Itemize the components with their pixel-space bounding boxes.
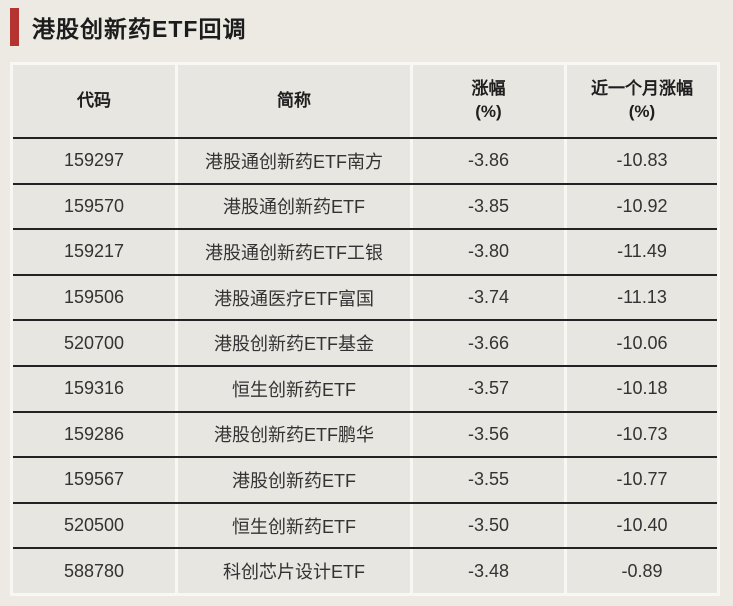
page-title: 港股创新药ETF回调: [32, 16, 247, 42]
column-header-change: 涨幅 (%): [413, 65, 564, 137]
cell-code: 159286: [13, 412, 175, 457]
table-row: 159217 港股通创新药ETF工银 -3.80 -11.49: [13, 230, 717, 276]
cell-month-change-pct: -10.06: [567, 321, 717, 365]
cell-change-pct: -3.86: [413, 139, 564, 183]
cell-name: 科创芯片设计ETF: [178, 549, 410, 593]
cell-code: 159567: [13, 458, 175, 502]
table-row: 159297 港股通创新药ETF南方 -3.86 -10.83: [13, 139, 717, 185]
cell-change-pct: -3.57: [413, 366, 564, 411]
cell-month-change-pct: -10.77: [567, 458, 717, 502]
cell-month-change-pct: -11.13: [567, 275, 717, 320]
cell-name: 港股通创新药ETF南方: [178, 139, 410, 183]
cell-month-change-pct: -0.89: [567, 549, 717, 593]
title-accent-bar: [10, 8, 19, 46]
cell-change-pct: -3.85: [413, 184, 564, 229]
table-row: 159506 港股通医疗ETF富国 -3.74 -11.13: [13, 275, 717, 322]
cell-name: 港股创新药ETF基金: [178, 321, 410, 365]
cell-change-pct: -3.55: [413, 458, 564, 502]
table-row: 159316 恒生创新药ETF -3.57 -10.18: [13, 366, 717, 413]
table-body: 159297 港股通创新药ETF南方 -3.86 -10.83 159570 港股通创新药…: [13, 139, 717, 593]
cell-code: 159506: [13, 275, 175, 320]
cell-month-change-pct: -10.40: [567, 503, 717, 548]
cell-name: 港股创新药ETF鹏华: [178, 412, 410, 457]
column-header-label: 近一个月涨幅: [591, 79, 693, 99]
cell-change-pct: -3.56: [413, 412, 564, 457]
cell-code: 520500: [13, 503, 175, 548]
column-header-name: 简称: [178, 65, 410, 137]
table-row: 588780 科创芯片设计ETF -3.48 -0.89: [13, 549, 717, 593]
cell-month-change-pct: -10.18: [567, 366, 717, 411]
cell-name: 恒生创新药ETF: [178, 503, 410, 548]
cell-code: 159297: [13, 139, 175, 183]
cell-month-change-pct: -11.49: [567, 230, 717, 274]
cell-name: 港股通创新药ETF工银: [178, 230, 410, 274]
cell-name: 港股通创新药ETF: [178, 184, 410, 229]
table-row: 520700 港股创新药ETF基金 -3.66 -10.06: [13, 321, 717, 367]
cell-change-pct: -3.74: [413, 275, 564, 320]
cell-code: 159217: [13, 230, 175, 274]
column-header-label: 代码: [77, 90, 111, 110]
column-header-unit: (%): [475, 102, 502, 121]
table-row: 159286 港股创新药ETF鹏华 -3.56 -10.73: [13, 412, 717, 459]
cell-code: 159316: [13, 366, 175, 411]
column-header-code: 代码: [13, 65, 175, 137]
cell-code: 588780: [13, 549, 175, 593]
cell-change-pct: -3.66: [413, 321, 564, 365]
cell-name: 港股通医疗ETF富国: [178, 275, 410, 320]
column-header-month-change: 近一个月涨幅 (%): [567, 65, 717, 137]
cell-month-change-pct: -10.83: [567, 139, 717, 183]
table-row: 159567 港股创新药ETF -3.55 -10.77: [13, 458, 717, 504]
cell-month-change-pct: -10.92: [567, 184, 717, 229]
table-header-row: 代码 简称 涨幅 (%) 近一个月涨幅 (%): [13, 65, 717, 139]
etf-table: 代码 简称 涨幅 (%) 近一个月涨幅 (%) 159297 港股通创新药ETF南…: [10, 62, 720, 596]
cell-code: 520700: [13, 321, 175, 365]
column-header-label: 简称: [277, 90, 311, 110]
section-header: 港股创新药ETF回调: [10, 7, 246, 47]
cell-change-pct: -3.48: [413, 549, 564, 593]
cell-name: 港股创新药ETF: [178, 458, 410, 502]
cell-change-pct: -3.50: [413, 503, 564, 548]
cell-change-pct: -3.80: [413, 230, 564, 274]
column-header-label: 涨幅: [471, 79, 506, 99]
table-row: 159570 港股通创新药ETF -3.85 -10.92: [13, 184, 717, 231]
cell-month-change-pct: -10.73: [567, 412, 717, 457]
cell-name: 恒生创新药ETF: [178, 366, 410, 411]
table-row: 520500 恒生创新药ETF -3.50 -10.40: [13, 503, 717, 550]
cell-code: 159570: [13, 184, 175, 229]
column-header-unit: (%): [628, 102, 656, 121]
